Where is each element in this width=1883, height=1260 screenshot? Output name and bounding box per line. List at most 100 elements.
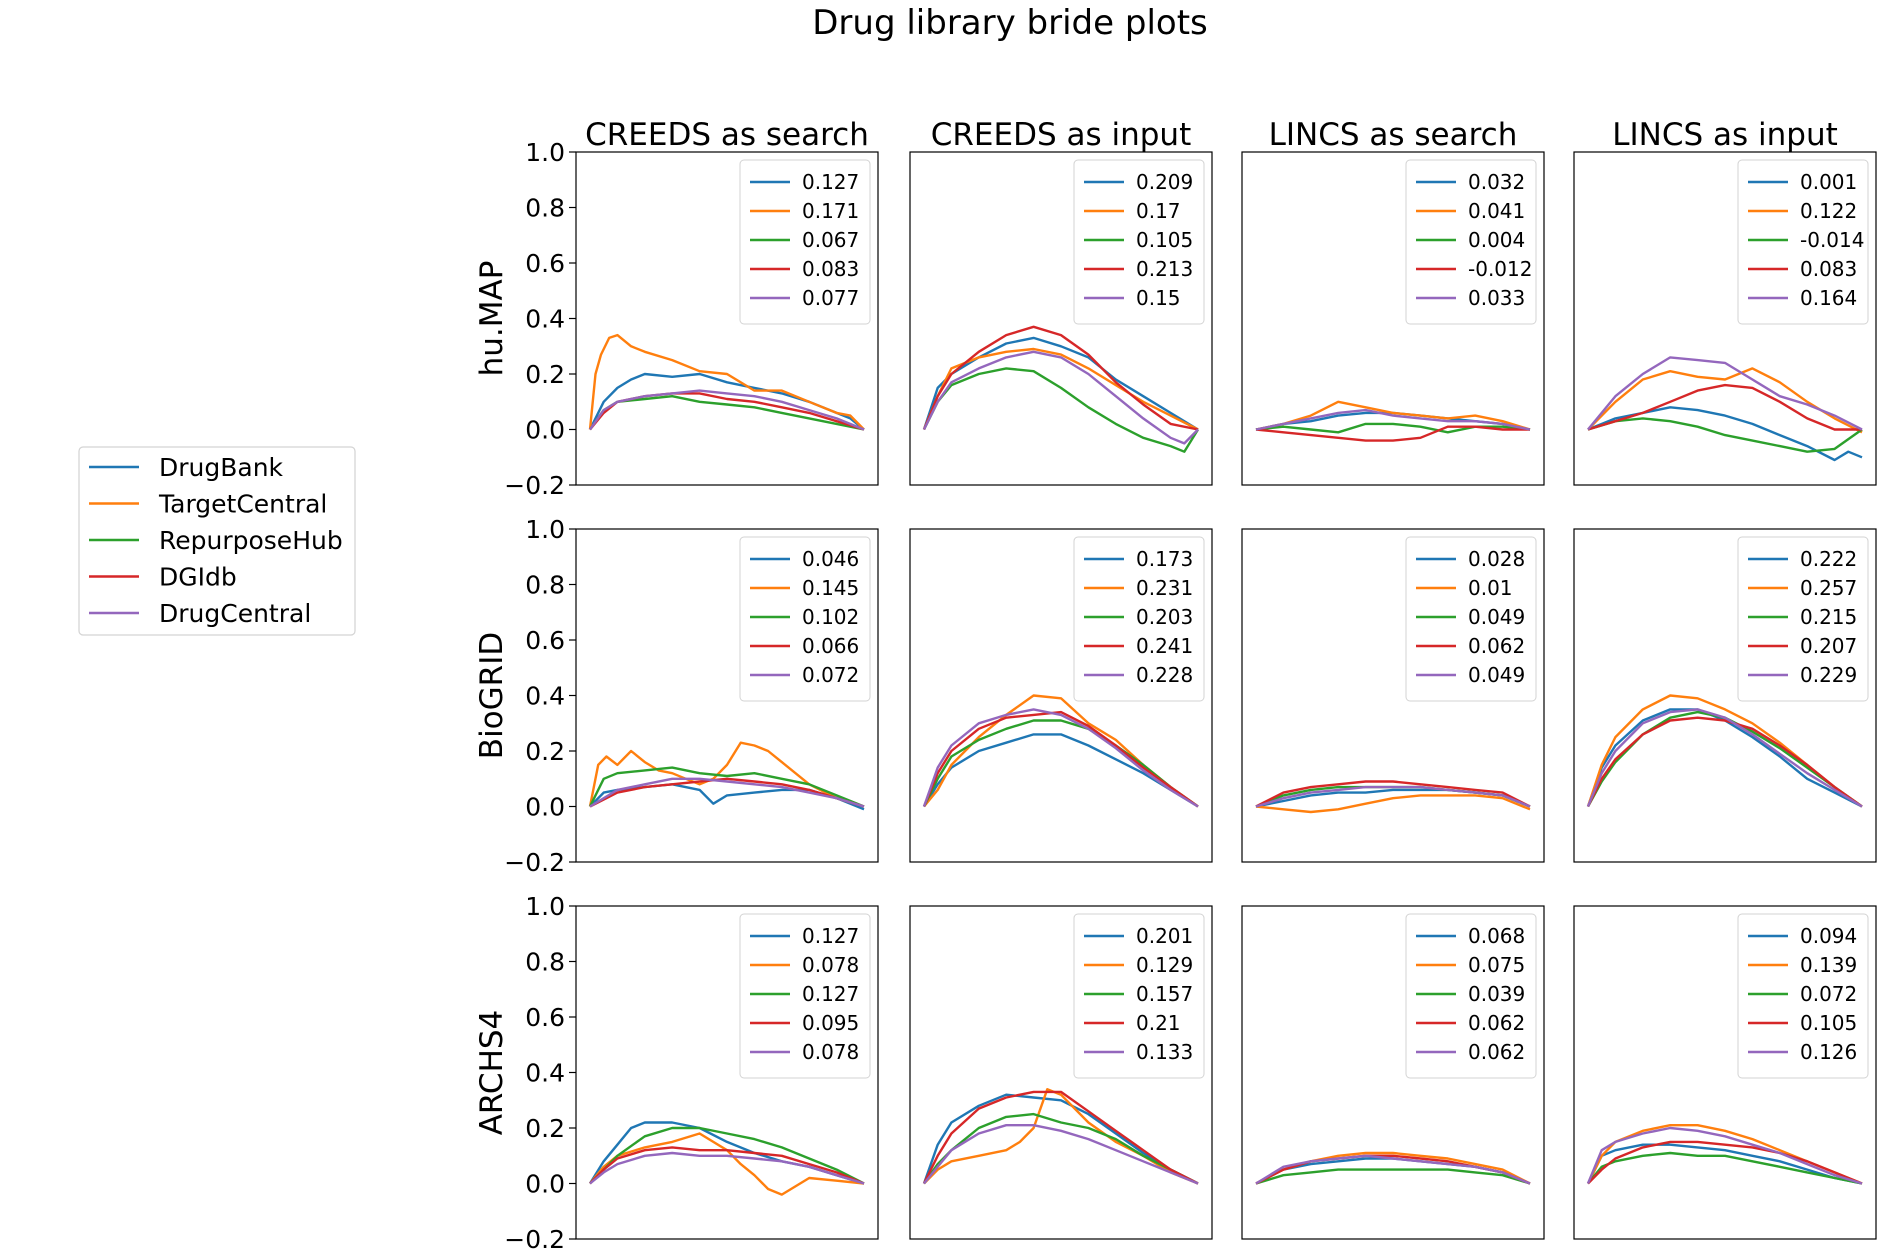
series-line-targetcentral — [588, 333, 865, 431]
legend-value-drugcentral: 0.049 — [1468, 663, 1525, 687]
panel-hu-map-lincs-as-input: 0.001 0.122 -0.014 0.083 0.164 — [1573, 151, 1877, 486]
panel-legend-box — [1737, 536, 1869, 702]
panel-legend-box — [1073, 159, 1205, 325]
legend-value-drugcentral: 0.15 — [1136, 286, 1181, 310]
legend-value-drugbank: 0.046 — [802, 547, 859, 571]
legend-value-targetcentral: 0.145 — [802, 576, 859, 600]
legend-value-targetcentral: 0.075 — [1468, 953, 1525, 977]
series-line-drugbank — [1587, 406, 1863, 462]
panel-legend-box — [739, 536, 871, 702]
legend-value-drugbank: 0.094 — [1800, 924, 1857, 948]
series-line-dgidb — [1255, 425, 1530, 442]
legend-value-dgidb: 0.066 — [802, 634, 859, 658]
legend-value-drugbank: 0.032 — [1468, 170, 1525, 194]
legend-value-repurposehub: 0.127 — [802, 982, 859, 1006]
legend-value-targetcentral: 0.078 — [802, 953, 859, 977]
y-tick-label: 1.0 — [525, 138, 565, 167]
series-legend-box — [78, 446, 356, 636]
series-line-drugcentral — [1255, 785, 1531, 808]
axes-frame — [1241, 151, 1545, 486]
y-tick-label: 1.0 — [525, 892, 565, 921]
series-line-drugbank — [922, 1093, 1199, 1185]
legend-value-drugcentral: 0.062 — [1468, 1040, 1525, 1064]
series-line-repurposehub — [588, 766, 865, 808]
series-line-drugcentral — [922, 350, 1199, 445]
series-line-drugcentral — [1586, 1126, 1863, 1185]
series-line-drugbank — [1586, 1143, 1863, 1185]
series-line-repurposehub — [1587, 1151, 1863, 1185]
column-title-lincs-as-input: LINCS as input — [1612, 117, 1838, 153]
legend-value-drugbank: 0.209 — [1136, 170, 1193, 194]
series-line-drugcentral — [589, 389, 865, 431]
series-line-drugcentral — [589, 777, 865, 808]
panel-biogrid-creeds-as-search: 1.00.80.60.40.20.0−0.20.0460.1450.1020.0… — [504, 515, 879, 877]
axes-frame — [1573, 151, 1877, 486]
legend-value-dgidb: -0.012 — [1468, 257, 1532, 281]
panel-legend-box — [739, 159, 871, 325]
panel-legend: 0.001 0.122 -0.014 0.083 0.164 — [1737, 159, 1869, 325]
legend-entry-drugcentral: DrugCentral — [159, 599, 311, 628]
series-line-drugbank — [922, 336, 1199, 431]
panel-legend: 0.201 0.129 0.157 0.21 0.133 — [1073, 913, 1205, 1079]
legend-value-dgidb: 0.062 — [1468, 1011, 1525, 1035]
legend-value-drugcentral: 0.164 — [1800, 286, 1857, 310]
series-line-dgidb — [922, 325, 1199, 431]
y-tick-label: 0.2 — [525, 737, 565, 766]
series-line-dgidb — [589, 777, 865, 808]
legend-value-targetcentral: 0.257 — [1800, 576, 1857, 600]
panel-archs4-lincs-as-search: 0.068 0.075 0.039 0.062 0.062 — [1241, 905, 1545, 1240]
series-line-repurposehub — [589, 395, 865, 431]
series-legend: DrugBank TargetCentral RepurposeHub DGIdb Dr… — [78, 446, 356, 636]
panel-legend: 0.127 0.078 0.127 0.095 0.078 — [739, 913, 871, 1079]
panel-legend-box — [1073, 536, 1205, 702]
panel-biogrid-lincs-as-input: 0.222 0.257 0.215 0.207 0.229 — [1573, 528, 1877, 863]
legend-value-targetcentral: 0.139 — [1800, 953, 1857, 977]
y-tick-label: −0.2 — [504, 471, 565, 500]
panel-legend: 0.127 0.171 0.067 0.083 0.077 — [739, 159, 871, 325]
panel-archs4-creeds-as-input: 0.201 0.129 0.157 0.21 0.133 — [909, 905, 1213, 1240]
panel-legend-box — [1737, 159, 1869, 325]
panel-legend-box — [1737, 913, 1869, 1079]
legend-value-targetcentral: 0.041 — [1468, 199, 1525, 223]
legend-value-drugcentral: 0.133 — [1136, 1040, 1193, 1064]
panel-hu-map-creeds-as-input: 0.209 0.17 0.105 0.213 0.15 — [909, 151, 1213, 486]
legend-value-repurposehub: 0.203 — [1136, 605, 1193, 629]
legend-value-repurposehub: 0.039 — [1468, 982, 1525, 1006]
y-tick-label: 1.0 — [525, 515, 565, 544]
legend-value-dgidb: 0.213 — [1136, 257, 1193, 281]
column-title-creeds-as-search: CREEDS as search — [585, 117, 869, 153]
series-line-repurposehub — [1586, 710, 1863, 808]
panel-legend: 0.068 0.075 0.039 0.062 0.062 — [1405, 913, 1537, 1079]
legend-value-repurposehub: 0.049 — [1468, 605, 1525, 629]
axes-frame — [909, 905, 1213, 1240]
panel-archs4-creeds-as-search: 1.0 0.8 0.6 0.4 0.2 0.0 −0.2 0.127 0.078 0.127 0.0… — [504, 892, 879, 1254]
legend-value-dgidb: 0.241 — [1136, 634, 1193, 658]
series-line-targetcentral — [1255, 400, 1531, 431]
legend-value-drugcentral: 0.228 — [1136, 663, 1193, 687]
legend-value-drugbank: 0.028 — [1468, 547, 1525, 571]
y-tick-label: 0.8 — [525, 194, 565, 223]
series-line-repurposehub — [923, 1112, 1199, 1185]
legend-value-targetcentral: 0.01 — [1468, 576, 1513, 600]
legend-value-targetcentral: 0.129 — [1136, 953, 1193, 977]
legend-value-drugcentral: 0.229 — [1800, 663, 1857, 687]
row-label-hu-map: hu.MAP — [474, 261, 510, 377]
legend-value-targetcentral: 0.17 — [1136, 199, 1181, 223]
series-line-dgidb — [922, 710, 1199, 808]
series-line-dgidb — [1255, 780, 1531, 808]
y-tick-label: 0.8 — [525, 571, 565, 600]
legend-value-drugcentral: 0.126 — [1800, 1040, 1857, 1064]
column-title-creeds-as-input: CREEDS as input — [931, 117, 1192, 153]
series-line-dgidb — [1586, 716, 1863, 808]
legend-value-drugcentral: 0.033 — [1468, 286, 1525, 310]
series-line-drugcentral — [1255, 408, 1531, 431]
legend-value-drugbank: 0.068 — [1468, 924, 1525, 948]
y-tick-label: −0.2 — [504, 848, 565, 877]
series-line-drugcentral — [1586, 708, 1863, 808]
legend-value-repurposehub: 0.105 — [1136, 228, 1193, 252]
y-tick-label: 0.2 — [525, 360, 565, 389]
panel-legend: 0.173 0.231 0.203 0.241 0.228 — [1073, 536, 1205, 702]
legend-entry-targetcentral: TargetCentral — [158, 490, 327, 519]
series-line-repurposehub — [589, 1126, 865, 1185]
legend-value-drugcentral: 0.078 — [802, 1040, 859, 1064]
